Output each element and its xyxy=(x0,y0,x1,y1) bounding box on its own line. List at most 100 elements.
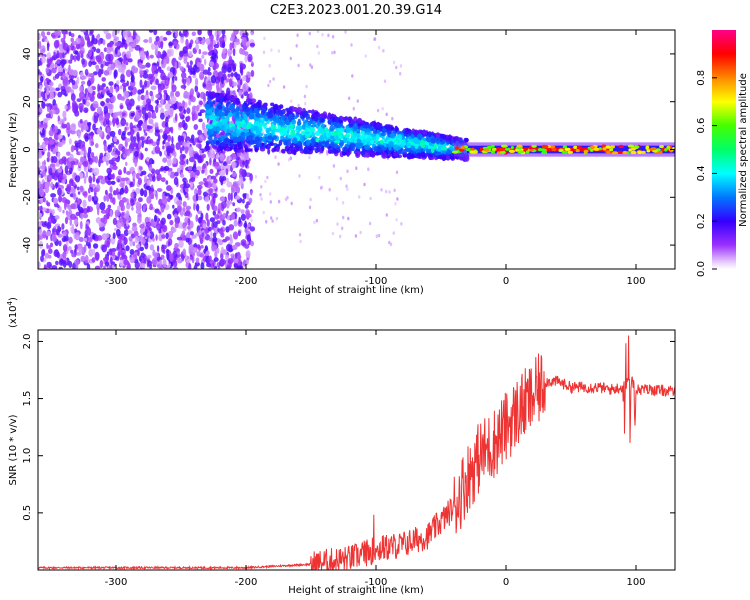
spectrogram-cell xyxy=(41,91,45,97)
spectrogram-cell xyxy=(87,263,90,272)
spectrogram-cell xyxy=(74,55,77,62)
spectrogram-cell xyxy=(99,116,104,121)
figure-title: C2E3.2023.001.20.39.G14 xyxy=(270,3,442,18)
spectrogram-cell xyxy=(113,119,116,127)
spectrogram-cell xyxy=(142,85,145,91)
spectrogram-cell xyxy=(189,43,191,49)
spectrogram-cell xyxy=(83,125,88,131)
spectrogram-cell xyxy=(232,202,235,206)
spectrogram-cell xyxy=(78,198,81,203)
spectrogram-cell xyxy=(179,31,182,36)
spectrogram-cell xyxy=(171,136,173,144)
spectrogram-cell xyxy=(244,109,250,112)
spectrogram-cell xyxy=(79,86,83,93)
spectrogram-cell xyxy=(205,145,210,151)
spectrogram-cell xyxy=(327,34,329,38)
spectrogram-cell xyxy=(72,224,75,232)
spectrogram-cell xyxy=(129,256,135,263)
spectrogram-cell xyxy=(88,237,92,243)
spectrogram-cell xyxy=(140,153,143,160)
spectrogram-cell xyxy=(241,214,246,221)
spectrogram-cell xyxy=(72,41,78,46)
spectrogram-cell xyxy=(194,265,198,271)
spectrogram-cell xyxy=(52,99,56,106)
spectrogram-cell xyxy=(418,146,421,150)
spectrogram-cell xyxy=(72,101,77,108)
spectrogram-cell xyxy=(180,37,184,44)
colorbar-label: Normalized spectral amplitude xyxy=(738,73,749,227)
spectrogram-cell xyxy=(609,148,613,151)
spectrogram-cell xyxy=(99,202,105,210)
spectrogram-cell xyxy=(332,35,334,39)
spectrogram-cell xyxy=(43,36,47,40)
spectrogram-cell xyxy=(196,257,200,263)
spectrogram-cell xyxy=(44,139,49,145)
spectrogram-cell xyxy=(208,227,212,232)
spectrogram-cell xyxy=(203,178,207,182)
spectrogram-cell xyxy=(628,145,634,148)
spectrogram-cell xyxy=(178,240,183,248)
spectrogram-cell xyxy=(80,256,85,263)
spectrogram-cell xyxy=(49,82,53,87)
spectrogram-cell xyxy=(213,63,219,69)
spectrogram-cell xyxy=(143,39,148,43)
spectrogram-cell xyxy=(92,196,94,202)
spectrogram-cell xyxy=(62,52,65,58)
x-tick-label: 100 xyxy=(626,276,645,287)
spectrogram-cell xyxy=(276,147,280,152)
spectrogram-cell xyxy=(130,249,135,255)
spectrogram-cell xyxy=(65,165,68,174)
spectrogram-cell xyxy=(128,230,133,234)
spectrogram-cell xyxy=(62,118,65,123)
spectrogram-cell xyxy=(59,259,65,266)
spectrogram-cell xyxy=(305,131,310,134)
spectrogram-cell xyxy=(244,55,247,62)
spectrogram-cell xyxy=(40,45,45,53)
spectrogram-cell xyxy=(167,196,171,202)
spectrogram-cell xyxy=(133,241,135,246)
spectrogram-cell xyxy=(40,124,44,128)
spectrogram-cell xyxy=(158,66,161,70)
spectrogram-cell xyxy=(161,234,165,239)
spectrogram-cell xyxy=(278,49,280,53)
spectrogram-cell xyxy=(308,147,313,150)
spectrogram-cell xyxy=(130,192,134,199)
spectrogram-cell xyxy=(140,188,144,196)
spectrogram-cell xyxy=(228,245,233,253)
colorbar-tick-label: 0.8 xyxy=(696,70,707,86)
spectrogram-cell xyxy=(196,143,199,147)
spectrogram-cell xyxy=(242,161,245,166)
spectrogram-cell xyxy=(78,191,81,195)
spectrogram-cell xyxy=(149,37,153,44)
spectrogram-cell xyxy=(565,148,571,151)
spectrogram-cell xyxy=(53,173,58,181)
spectrogram-cell xyxy=(269,64,271,68)
spectrogram-cell xyxy=(272,129,276,133)
spectrogram-cell xyxy=(188,166,193,171)
colorbar-tick-label: 0.2 xyxy=(696,213,707,229)
spectrogram-cell xyxy=(190,177,195,182)
spectrogram-cell xyxy=(229,56,233,65)
spectrogram-cell xyxy=(297,64,299,68)
spectrogram-cell xyxy=(118,129,122,135)
spectrogram-cell xyxy=(170,109,173,117)
y-tick-label: 20 xyxy=(22,95,33,108)
spectrogram-cell xyxy=(110,257,113,265)
spectrogram-cell xyxy=(177,251,180,255)
spectrogram-cell xyxy=(154,215,157,222)
spectrogram-cell xyxy=(212,237,217,243)
x-tick-label: 0 xyxy=(503,577,509,588)
spectrogram-cell xyxy=(137,248,140,256)
spectrogram-cell xyxy=(201,55,204,59)
spectrogram-cell xyxy=(172,205,174,209)
spectrogram-cell xyxy=(205,104,211,110)
spectrogram-cell xyxy=(95,266,100,271)
spectrogram-cell xyxy=(213,221,218,228)
spectrogram-cell xyxy=(439,156,444,160)
spectrogram-cell xyxy=(333,51,335,55)
spectrogram-cell xyxy=(240,67,243,74)
spectrogram-cell xyxy=(145,104,149,112)
spectrogram-cell xyxy=(155,79,159,85)
spectrogram-cell xyxy=(246,193,249,200)
spectrogram-cell xyxy=(469,150,475,153)
